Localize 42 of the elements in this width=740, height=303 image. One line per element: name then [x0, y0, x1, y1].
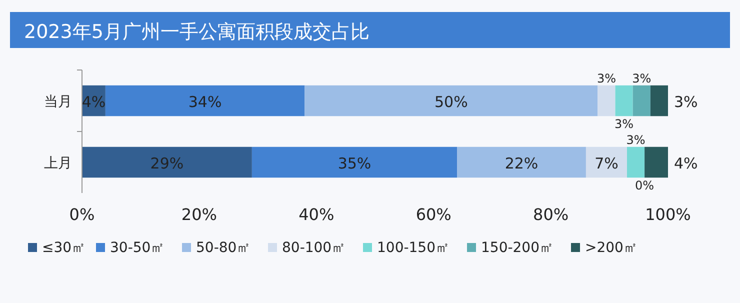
bar: [615, 85, 633, 116]
x-tick-label: 60%: [416, 205, 452, 224]
bar: [598, 85, 616, 116]
data-label: 0%: [635, 178, 654, 193]
bar: [457, 146, 586, 178]
x-tick-label: 20%: [181, 205, 217, 224]
bar: [105, 85, 305, 116]
data-label: 3%: [674, 92, 698, 111]
data-label: 3%: [626, 132, 646, 147]
data-label: 22%: [504, 154, 538, 172]
data-label: 29%: [150, 154, 184, 172]
legend-label: 100-150㎡: [377, 240, 450, 256]
bar: [304, 85, 598, 116]
legend-label: 50-80㎡: [196, 240, 251, 256]
x-tick-label: 0%: [69, 205, 95, 224]
data-label: 34%: [188, 92, 222, 111]
bar: [586, 146, 627, 178]
bar: [644, 146, 668, 178]
bar: [252, 146, 458, 178]
data-label: 3%: [614, 117, 634, 132]
data-label: 3%: [632, 71, 652, 86]
data-label: 35%: [338, 154, 372, 172]
legend-label: ≤30㎡: [42, 240, 86, 256]
bar: [632, 85, 650, 116]
data-label: 4%: [674, 154, 698, 172]
x-tick-label: 40%: [298, 205, 334, 224]
bar: [650, 85, 668, 116]
data-label: 7%: [594, 154, 618, 172]
y-tick-label: 上月: [44, 155, 72, 172]
data-label: 3%: [596, 71, 616, 86]
bar: [626, 146, 645, 178]
y-tick-label: 当月: [44, 94, 72, 110]
bar: [82, 146, 252, 178]
chart-title: 2023年5月广州一手公寓面积段成交占比: [24, 21, 370, 43]
x-tick-label: 80%: [533, 205, 569, 224]
data-label: 50%: [434, 92, 468, 111]
legend-label: 30-50㎡: [110, 240, 165, 256]
data-label: 4%: [82, 92, 106, 111]
x-tick-label: 100%: [645, 205, 691, 224]
legend-label: 150-200㎡: [481, 240, 554, 256]
legend-label: 80-100㎡: [282, 240, 346, 256]
legend-label: >200㎡: [585, 240, 638, 256]
